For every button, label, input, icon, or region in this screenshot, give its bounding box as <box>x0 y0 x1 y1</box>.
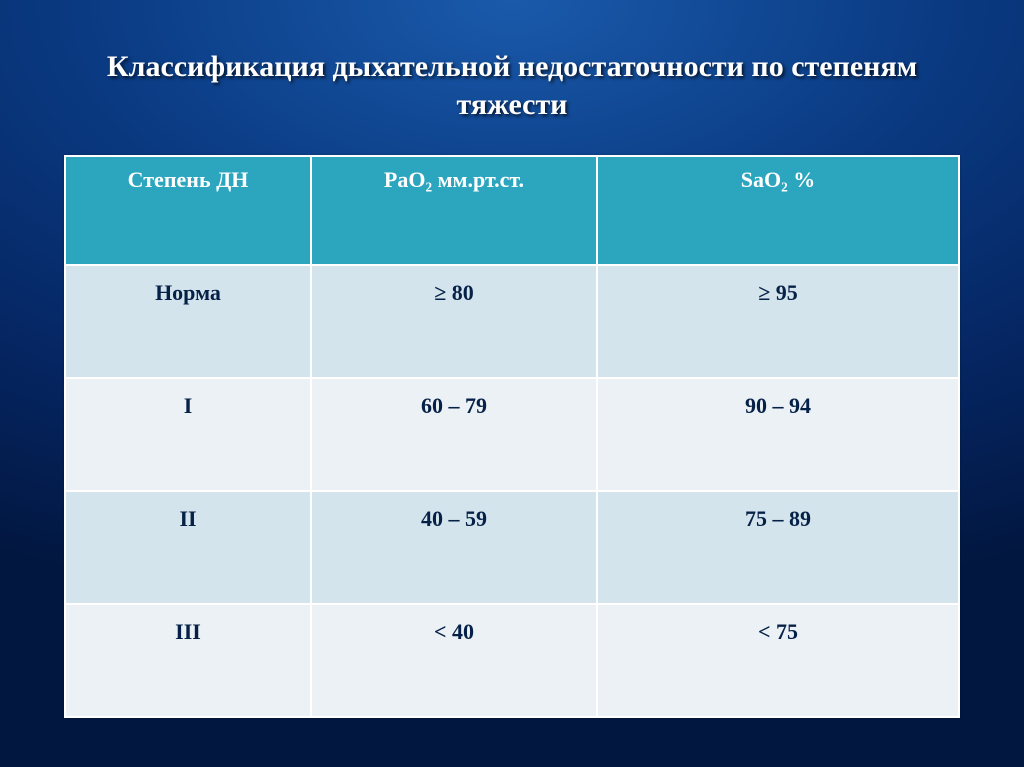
col-header-pao2: PaO₂ мм.рт.ст. <box>311 156 597 265</box>
col-header-sao2: SaO₂ % <box>597 156 959 265</box>
col-header-degree: Степень ДН <box>65 156 311 265</box>
cell-degree: Норма <box>65 265 311 378</box>
cell-pao2: 40 – 59 <box>311 491 597 604</box>
table-header-row: Степень ДН PaO₂ мм.рт.ст. SaO₂ % <box>65 156 959 265</box>
classification-table: Степень ДН PaO₂ мм.рт.ст. SaO₂ % Норма ≥… <box>64 155 960 718</box>
cell-pao2: ≥ 80 <box>311 265 597 378</box>
cell-sao2: < 75 <box>597 604 959 717</box>
cell-pao2: 60 – 79 <box>311 378 597 491</box>
cell-degree: III <box>65 604 311 717</box>
cell-sao2: 90 – 94 <box>597 378 959 491</box>
slide: Классификация дыхательной недостаточност… <box>0 0 1024 767</box>
cell-pao2: < 40 <box>311 604 597 717</box>
slide-title: Классификация дыхательной недостаточност… <box>51 48 973 123</box>
cell-sao2: ≥ 95 <box>597 265 959 378</box>
cell-sao2: 75 – 89 <box>597 491 959 604</box>
cell-degree: II <box>65 491 311 604</box>
cell-degree: I <box>65 378 311 491</box>
table-row: II 40 – 59 75 – 89 <box>65 491 959 604</box>
table-row: Норма ≥ 80 ≥ 95 <box>65 265 959 378</box>
table-row: I 60 – 79 90 – 94 <box>65 378 959 491</box>
table-row: III < 40 < 75 <box>65 604 959 717</box>
